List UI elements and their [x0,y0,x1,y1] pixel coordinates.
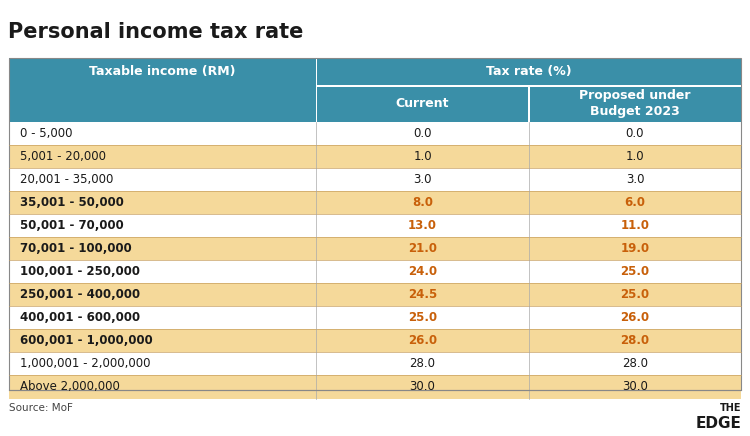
Text: 0.0: 0.0 [626,127,644,140]
Text: 25.0: 25.0 [408,311,437,324]
Text: 25.0: 25.0 [620,288,650,301]
Text: 1.0: 1.0 [626,150,644,164]
Bar [9,145,741,168]
Text: 400,001 - 600,000: 400,001 - 600,000 [20,311,140,324]
Text: Above 2,000,000: Above 2,000,000 [20,381,120,394]
Text: 30.0: 30.0 [410,381,436,394]
Text: THE: THE [720,403,741,413]
Bar [9,307,741,330]
Bar [9,85,741,122]
Bar [316,85,317,122]
Text: 28.0: 28.0 [620,334,650,347]
Text: 21.0: 21.0 [408,242,437,255]
Bar [9,375,741,399]
Bar [9,237,741,260]
Text: 24.0: 24.0 [408,266,437,279]
Bar [528,85,530,122]
Bar [9,168,741,191]
Bar [9,330,741,352]
Text: 20,001 - 35,000: 20,001 - 35,000 [20,173,113,186]
Text: 13.0: 13.0 [408,219,437,232]
Text: 5,001 - 20,000: 5,001 - 20,000 [20,150,106,164]
Text: 28.0: 28.0 [410,358,436,371]
Text: Personal income tax rate: Personal income tax rate [8,22,303,42]
Bar [9,122,741,145]
Bar [316,58,317,85]
Text: EDGE: EDGE [695,416,741,431]
Text: 250,001 - 400,000: 250,001 - 400,000 [20,288,140,301]
Text: 50,001 - 70,000: 50,001 - 70,000 [20,219,124,232]
Text: 24.5: 24.5 [408,288,437,301]
Text: 26.0: 26.0 [620,311,650,324]
Text: 0.0: 0.0 [413,127,432,140]
Text: 1,000,001 - 2,000,000: 1,000,001 - 2,000,000 [20,358,151,371]
Bar [9,58,741,390]
Text: Proposed under
Budget 2023: Proposed under Budget 2023 [579,89,691,119]
Text: Tax rate (%): Tax rate (%) [486,65,572,78]
Bar [9,352,741,375]
Text: 8.0: 8.0 [412,196,433,209]
Text: 600,001 - 1,000,000: 600,001 - 1,000,000 [20,334,153,347]
Text: Taxable income (RM): Taxable income (RM) [89,65,236,78]
Text: 1.0: 1.0 [413,150,432,164]
Text: 30.0: 30.0 [622,381,648,394]
Bar [9,58,741,85]
Text: 25.0: 25.0 [620,266,650,279]
Text: 100,001 - 250,000: 100,001 - 250,000 [20,266,140,279]
Text: 0 - 5,000: 0 - 5,000 [20,127,73,140]
Text: 19.0: 19.0 [620,242,650,255]
Text: 11.0: 11.0 [620,219,650,232]
Text: Current: Current [396,97,449,110]
Text: 70,001 - 100,000: 70,001 - 100,000 [20,242,132,255]
Text: 3.0: 3.0 [626,173,644,186]
Bar [9,215,741,237]
Text: Source: MoF: Source: MoF [9,403,73,413]
Text: 28.0: 28.0 [622,358,648,371]
Text: 6.0: 6.0 [625,196,646,209]
Bar [9,260,741,283]
Text: 35,001 - 50,000: 35,001 - 50,000 [20,196,124,209]
Bar [9,283,741,307]
Bar [9,191,741,215]
Text: 3.0: 3.0 [413,173,432,186]
Bar [316,85,741,87]
Text: 26.0: 26.0 [408,334,437,347]
